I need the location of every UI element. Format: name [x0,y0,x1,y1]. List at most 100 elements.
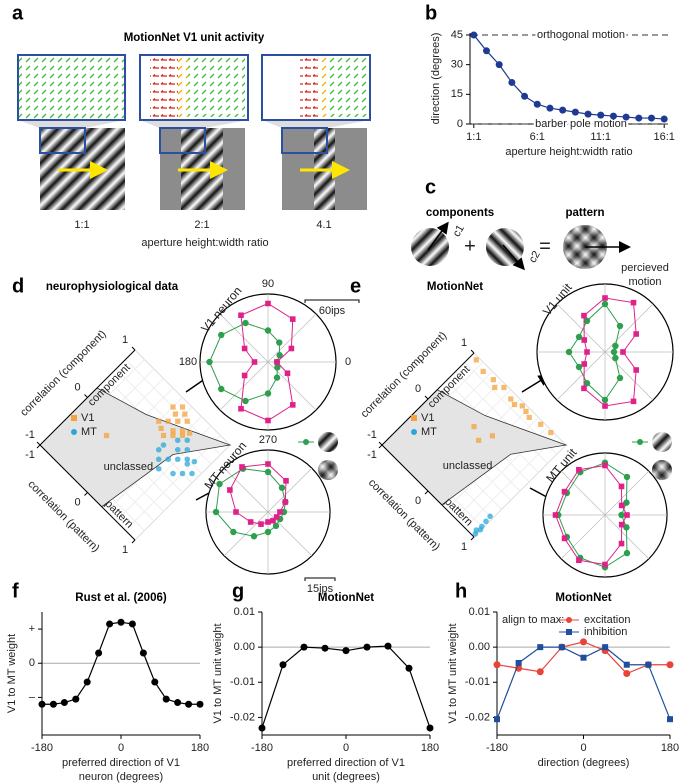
x-axis-label: preferred direction of V1 [62,757,180,769]
marker [212,508,220,516]
y-tick [131,539,136,544]
marker [623,670,631,677]
marker [583,317,591,325]
vector-label: c2 [527,249,543,265]
marker [533,100,541,108]
marker [139,649,147,657]
marker [174,437,181,444]
marker [618,483,625,490]
marker [618,540,625,547]
marker [170,428,176,434]
marker [473,357,479,363]
marker [179,404,186,410]
marker [216,480,223,488]
marker [623,473,631,481]
activity-arrows [300,58,318,117]
x-tick [378,441,383,446]
marker [241,345,248,352]
marker [182,411,188,417]
angle-label: 90 [262,278,274,290]
label: pattern [566,207,605,219]
marker [494,716,500,723]
marker [49,700,57,708]
x-tick-label: 180 [191,742,209,754]
marker [288,345,295,352]
marker [480,368,486,374]
marker [584,349,590,355]
y-tick-label: 0.01 [234,606,255,618]
x-tick-label: 0 [343,742,349,754]
panel-letter: d [12,275,24,297]
polar-grid [560,470,650,560]
marker [492,384,498,391]
marker [558,644,565,651]
operator: + [464,235,476,257]
marker [483,518,489,525]
legend-marker [303,439,309,445]
zoom-box [39,127,86,154]
x-tick-label: -180 [486,742,508,754]
x-axis-label: unit (degrees) [312,771,380,783]
x-axis-label: aperture height:width ratio [505,146,632,158]
panel-letter: b [425,2,437,24]
marker [580,654,587,661]
marker [623,499,630,506]
marker [160,432,167,439]
y-axis-label: V1 to MT unit weight [212,623,224,723]
marker [174,699,182,707]
x-tick-label: -180 [251,742,273,754]
marker [660,115,668,123]
y-tick-label: 0 [415,495,421,507]
marker [191,458,198,465]
y-tick-label: 0.00 [469,641,490,653]
annotation: orthogonal motion [537,29,625,41]
marker [342,647,350,655]
y-axis-label: V1 to MT weight [6,634,18,713]
panel-title: MotionNet V1 unit activity [124,32,265,44]
x-tick-label: 0 [118,742,124,754]
legend-stimulus [318,460,338,480]
marker [174,446,181,453]
operator: = [539,235,551,257]
x-tick-label: 180 [661,742,679,754]
ratio-label: 4.1 [316,219,331,231]
marker [612,354,619,362]
marker [284,370,291,377]
marker [471,424,477,430]
marker [620,349,626,355]
marker [258,724,266,732]
marker [616,322,624,330]
marker [538,421,544,427]
marker [472,530,479,537]
marker [251,359,258,365]
marker [264,528,272,536]
marker [648,114,655,122]
zoom-trapezoid [140,120,248,128]
marker [187,430,193,436]
marker [575,363,583,371]
y-tick [36,444,41,449]
marker [487,513,493,520]
marker [289,316,296,322]
x-axis-label: direction (degrees) [538,757,630,769]
marker [483,47,490,55]
legend-marker [71,429,77,435]
marker [477,526,484,533]
marker [363,643,371,651]
marker [561,488,568,495]
polar-grid [556,303,654,401]
marker [170,432,176,439]
marker [610,348,618,356]
x-tick-label: -1 [367,429,377,441]
marker [601,300,609,308]
marker [581,312,587,319]
marker [265,519,271,525]
marker [227,487,233,493]
x-tick [36,441,41,446]
panel-letter: e [350,275,361,297]
marker [515,659,522,666]
marker [279,661,287,669]
legend-label: MT [81,426,97,438]
label: percieved [621,262,669,274]
marker [321,644,329,652]
